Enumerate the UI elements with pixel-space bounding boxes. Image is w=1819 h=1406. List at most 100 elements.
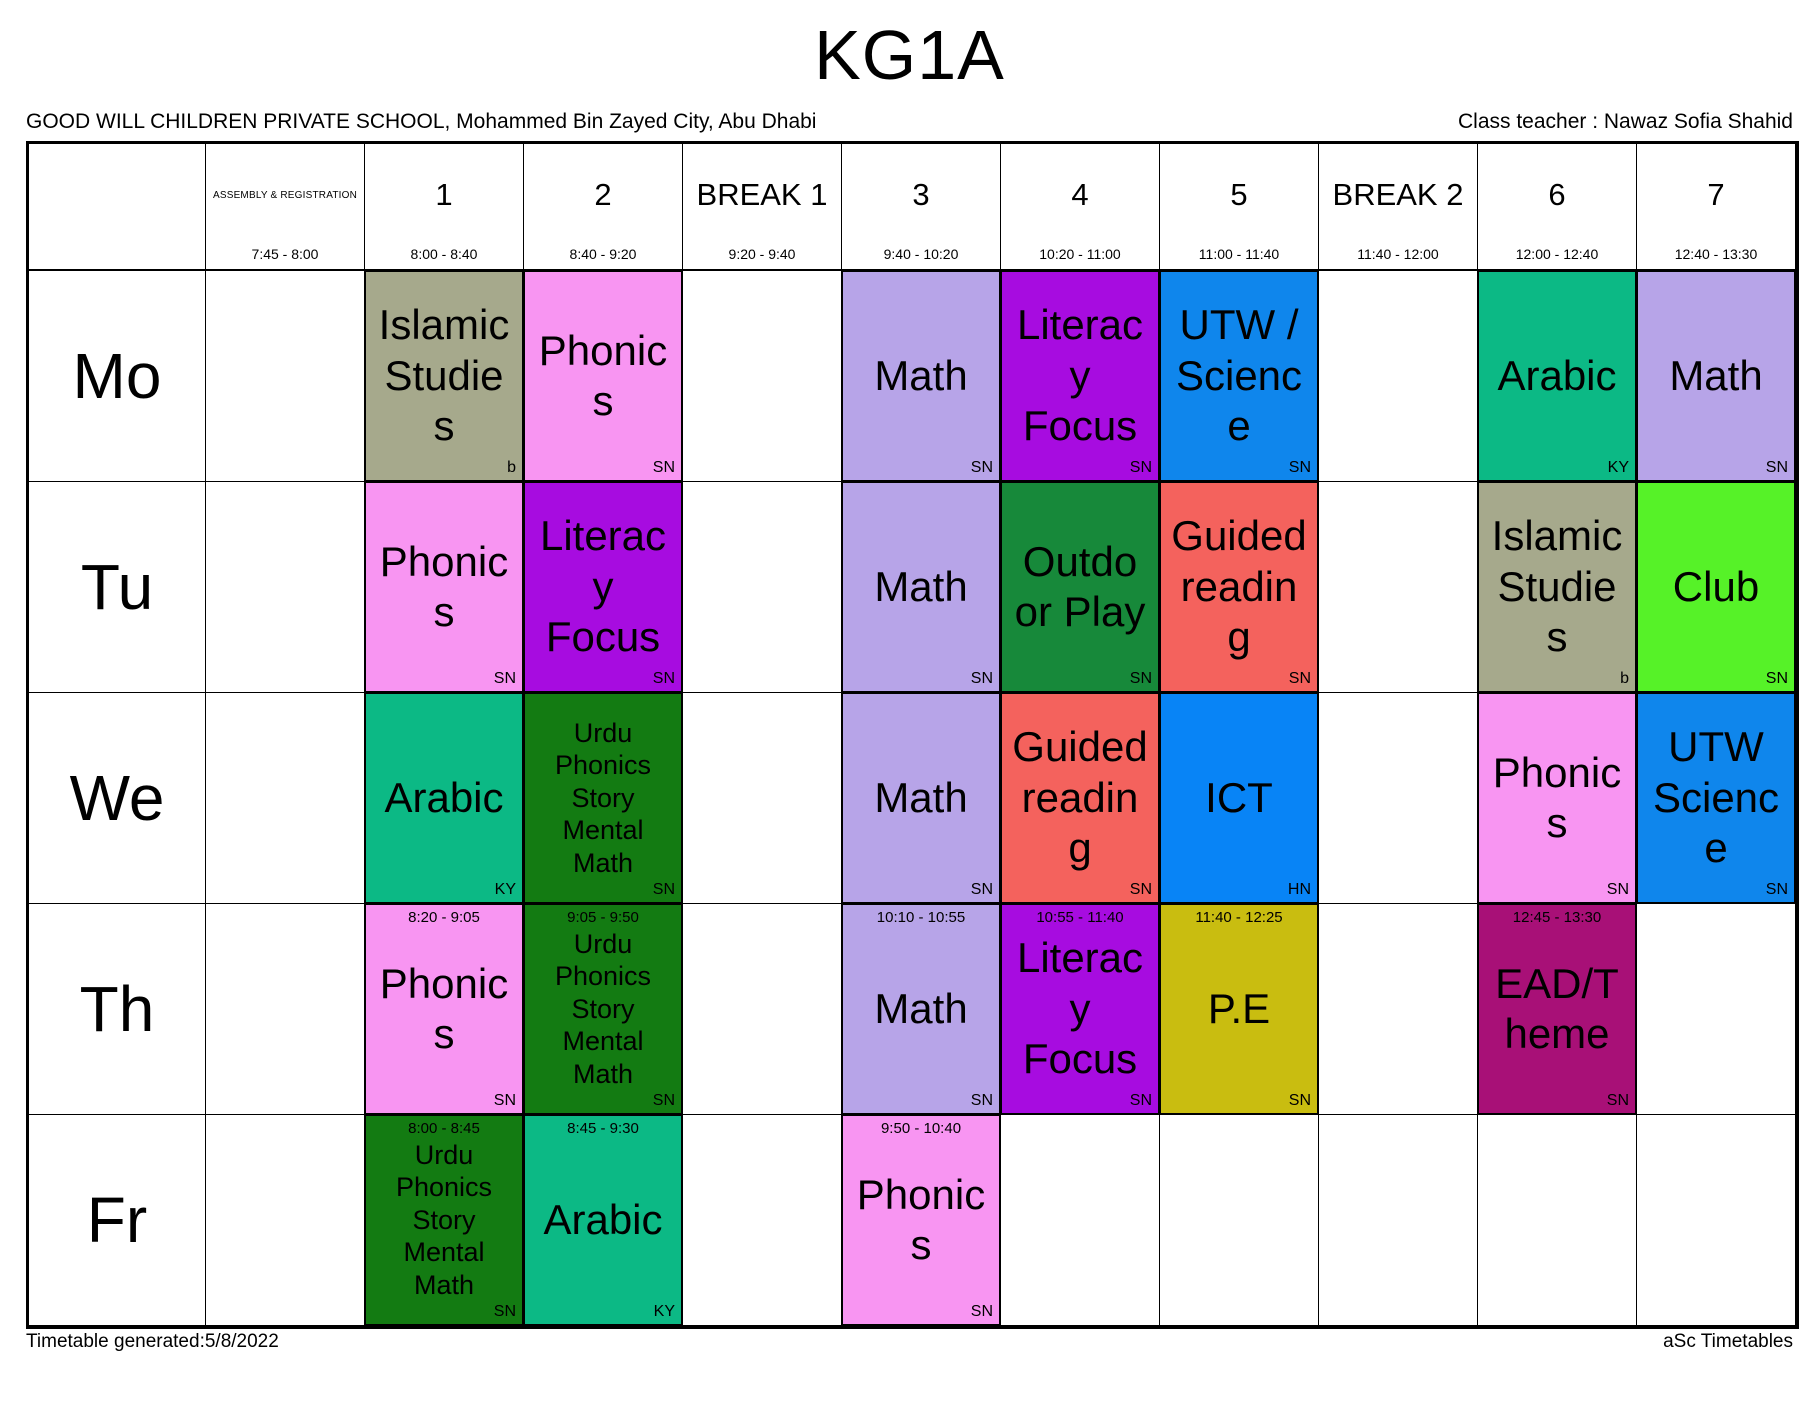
lesson-subject: Islamic Studies <box>378 301 510 450</box>
lesson-tu-3: Math SN <box>842 482 1000 692</box>
cell-we-break2 <box>1319 693 1478 904</box>
lesson-teacher: SN <box>970 670 993 687</box>
lesson-subject: Club <box>1672 562 1760 610</box>
lesson-subject: Literacy Focus <box>1016 934 1144 1083</box>
cell-mo-break1 <box>683 271 842 482</box>
lesson-teacher: b <box>1620 670 1629 687</box>
column-time: 12:40 - 13:30 <box>1674 246 1758 262</box>
cell-fr-7 <box>1637 1115 1796 1326</box>
lesson-teacher: SN <box>1288 670 1311 687</box>
cell-we-4: Guided reading SN <box>1001 693 1160 904</box>
column-header-1: 1 8:00 - 8:40 <box>365 144 524 271</box>
lesson-subject: Literacy Focus <box>1016 301 1144 450</box>
lesson-we-3: Math SN <box>842 693 1000 903</box>
column-time: 7:45 - 8:00 <box>251 246 319 262</box>
lesson-tu-4: Outdoor Play SN <box>1001 482 1159 692</box>
class-teacher: Class teacher : Nawaz Sofia Shahid <box>1457 110 1793 133</box>
lesson-we-7: UTW Science SN <box>1637 693 1795 903</box>
lesson-fr-1: Urdu Phonics Story Mental Math 8:00 - 8:4… <box>365 1115 523 1325</box>
cell-th-1: Phonics 8:20 - 9:05 SN <box>365 904 524 1115</box>
cell-mo-4: Literacy Focus SN <box>1001 271 1160 482</box>
lesson-teacher: SN <box>652 1092 675 1109</box>
column-time: 8:40 - 9:20 <box>569 246 637 262</box>
cell-th-break1 <box>683 904 842 1115</box>
column-label: 3 <box>912 177 930 212</box>
cell-tu-assembly <box>206 482 365 693</box>
lesson-subject: Guided reading <box>1012 723 1148 872</box>
lesson-time: 12:45 - 13:30 <box>1512 909 1602 926</box>
column-header-4: 4 10:20 - 11:00 <box>1001 144 1160 271</box>
lesson-teacher: SN <box>493 1092 516 1109</box>
lesson-we-4: Guided reading SN <box>1001 693 1159 903</box>
cell-tu-1: Phonics SN <box>365 482 524 693</box>
column-time: 9:40 - 10:20 <box>883 246 959 262</box>
lesson-time: 8:45 - 9:30 <box>567 1120 639 1137</box>
cell-we-break1 <box>683 693 842 904</box>
column-label: BREAK 1 <box>696 177 828 212</box>
lesson-subject: Outdoor Play <box>1014 537 1146 635</box>
column-label: BREAK 2 <box>1332 177 1464 212</box>
cell-we-1: Arabic KY <box>365 693 524 904</box>
lesson-time: 9:05 - 9:50 <box>567 909 639 926</box>
column-time: 8:00 - 8:40 <box>410 246 478 262</box>
cell-th-2: Urdu Phonics Story Mental Math 9:05 - 9:5… <box>524 904 683 1115</box>
cell-tu-7: Club SN <box>1637 482 1796 693</box>
lesson-subject: ICT <box>1205 773 1273 821</box>
cell-fr-2: Arabic 8:45 - 9:30 KY <box>524 1115 683 1326</box>
lesson-teacher: SN <box>1765 670 1788 687</box>
column-label: 1 <box>435 177 453 212</box>
lesson-fr-3: Phonics 9:50 - 10:40 SN <box>842 1115 1000 1325</box>
page-title: KG1A <box>814 16 1005 94</box>
lesson-teacher: HN <box>1287 881 1311 898</box>
cell-we-7: UTW Science SN <box>1637 693 1796 904</box>
column-header-break1: BREAK 1 9:20 - 9:40 <box>683 144 842 271</box>
lesson-teacher: SN <box>493 670 516 687</box>
column-label: 4 <box>1071 177 1089 212</box>
lesson-teacher: SN <box>970 1303 993 1320</box>
cell-tu-3: Math SN <box>842 482 1001 693</box>
lesson-tu-2: Literacy Focus SN <box>524 482 682 692</box>
lesson-subject: Urdu Phonics Story Mental Math <box>554 929 652 1089</box>
lesson-mo-2: Phonics SN <box>524 271 682 481</box>
cell-th-5: P.E 11:40 - 12:25 SN <box>1160 904 1319 1115</box>
lesson-th-5: P.E 11:40 - 12:25 SN <box>1160 904 1318 1114</box>
subheader: GOOD WILL CHILDREN PRIVATE SCHOOL, Moham… <box>26 110 1793 134</box>
cell-we-3: Math SN <box>842 693 1001 904</box>
lesson-we-2: Urdu Phonics Story Mental Math SN <box>524 693 682 903</box>
cell-fr-4 <box>1001 1115 1160 1326</box>
cell-fr-6 <box>1478 1115 1637 1326</box>
footer: Timetable generated:5/8/2022 aSc Timetab… <box>26 1331 1793 1353</box>
cell-we-6: Phonics SN <box>1478 693 1637 904</box>
column-time: 11:40 - 12:00 <box>1357 246 1439 262</box>
column-header-7: 7 12:40 - 13:30 <box>1637 144 1796 271</box>
cell-th-assembly <box>206 904 365 1115</box>
lesson-subject: Literacy Focus <box>539 512 667 661</box>
lesson-time: 9:50 - 10:40 <box>880 1120 962 1137</box>
lesson-subject: Guided reading <box>1171 512 1307 661</box>
column-time: 11:00 - 11:40 <box>1198 246 1280 262</box>
day-label-tu: Tu <box>29 482 206 693</box>
lesson-teacher: SN <box>1288 1092 1311 1109</box>
lesson-teacher: SN <box>1765 459 1788 476</box>
lesson-mo-1: Islamic Studies b <box>365 271 523 481</box>
lesson-teacher: SN <box>652 670 675 687</box>
lesson-tu-6: Islamic Studies b <box>1478 482 1636 692</box>
column-header-6: 6 12:00 - 12:40 <box>1478 144 1637 271</box>
lesson-teacher: SN <box>970 1092 993 1109</box>
lesson-subject: UTW Science <box>1652 723 1780 872</box>
lesson-subject: Math <box>874 773 968 821</box>
lesson-we-1: Arabic KY <box>365 693 523 903</box>
lesson-time: 8:20 - 9:05 <box>408 909 480 926</box>
lesson-teacher: KY <box>1607 459 1629 476</box>
column-header-2: 2 8:40 - 9:20 <box>524 144 683 271</box>
cell-fr-5 <box>1160 1115 1319 1326</box>
lesson-teacher: SN <box>1765 881 1788 898</box>
lesson-subject: Math <box>874 984 968 1032</box>
lesson-subject: Arabic <box>543 1195 663 1243</box>
lesson-subject: Urdu Phonics Story Mental Math <box>395 1140 493 1300</box>
lesson-teacher: SN <box>1288 459 1311 476</box>
lesson-teacher: SN <box>493 1303 516 1320</box>
lesson-teacher: SN <box>1606 1092 1629 1109</box>
lesson-teacher: SN <box>970 881 993 898</box>
cell-th-3: Math 10:10 - 10:55 SN <box>842 904 1001 1115</box>
